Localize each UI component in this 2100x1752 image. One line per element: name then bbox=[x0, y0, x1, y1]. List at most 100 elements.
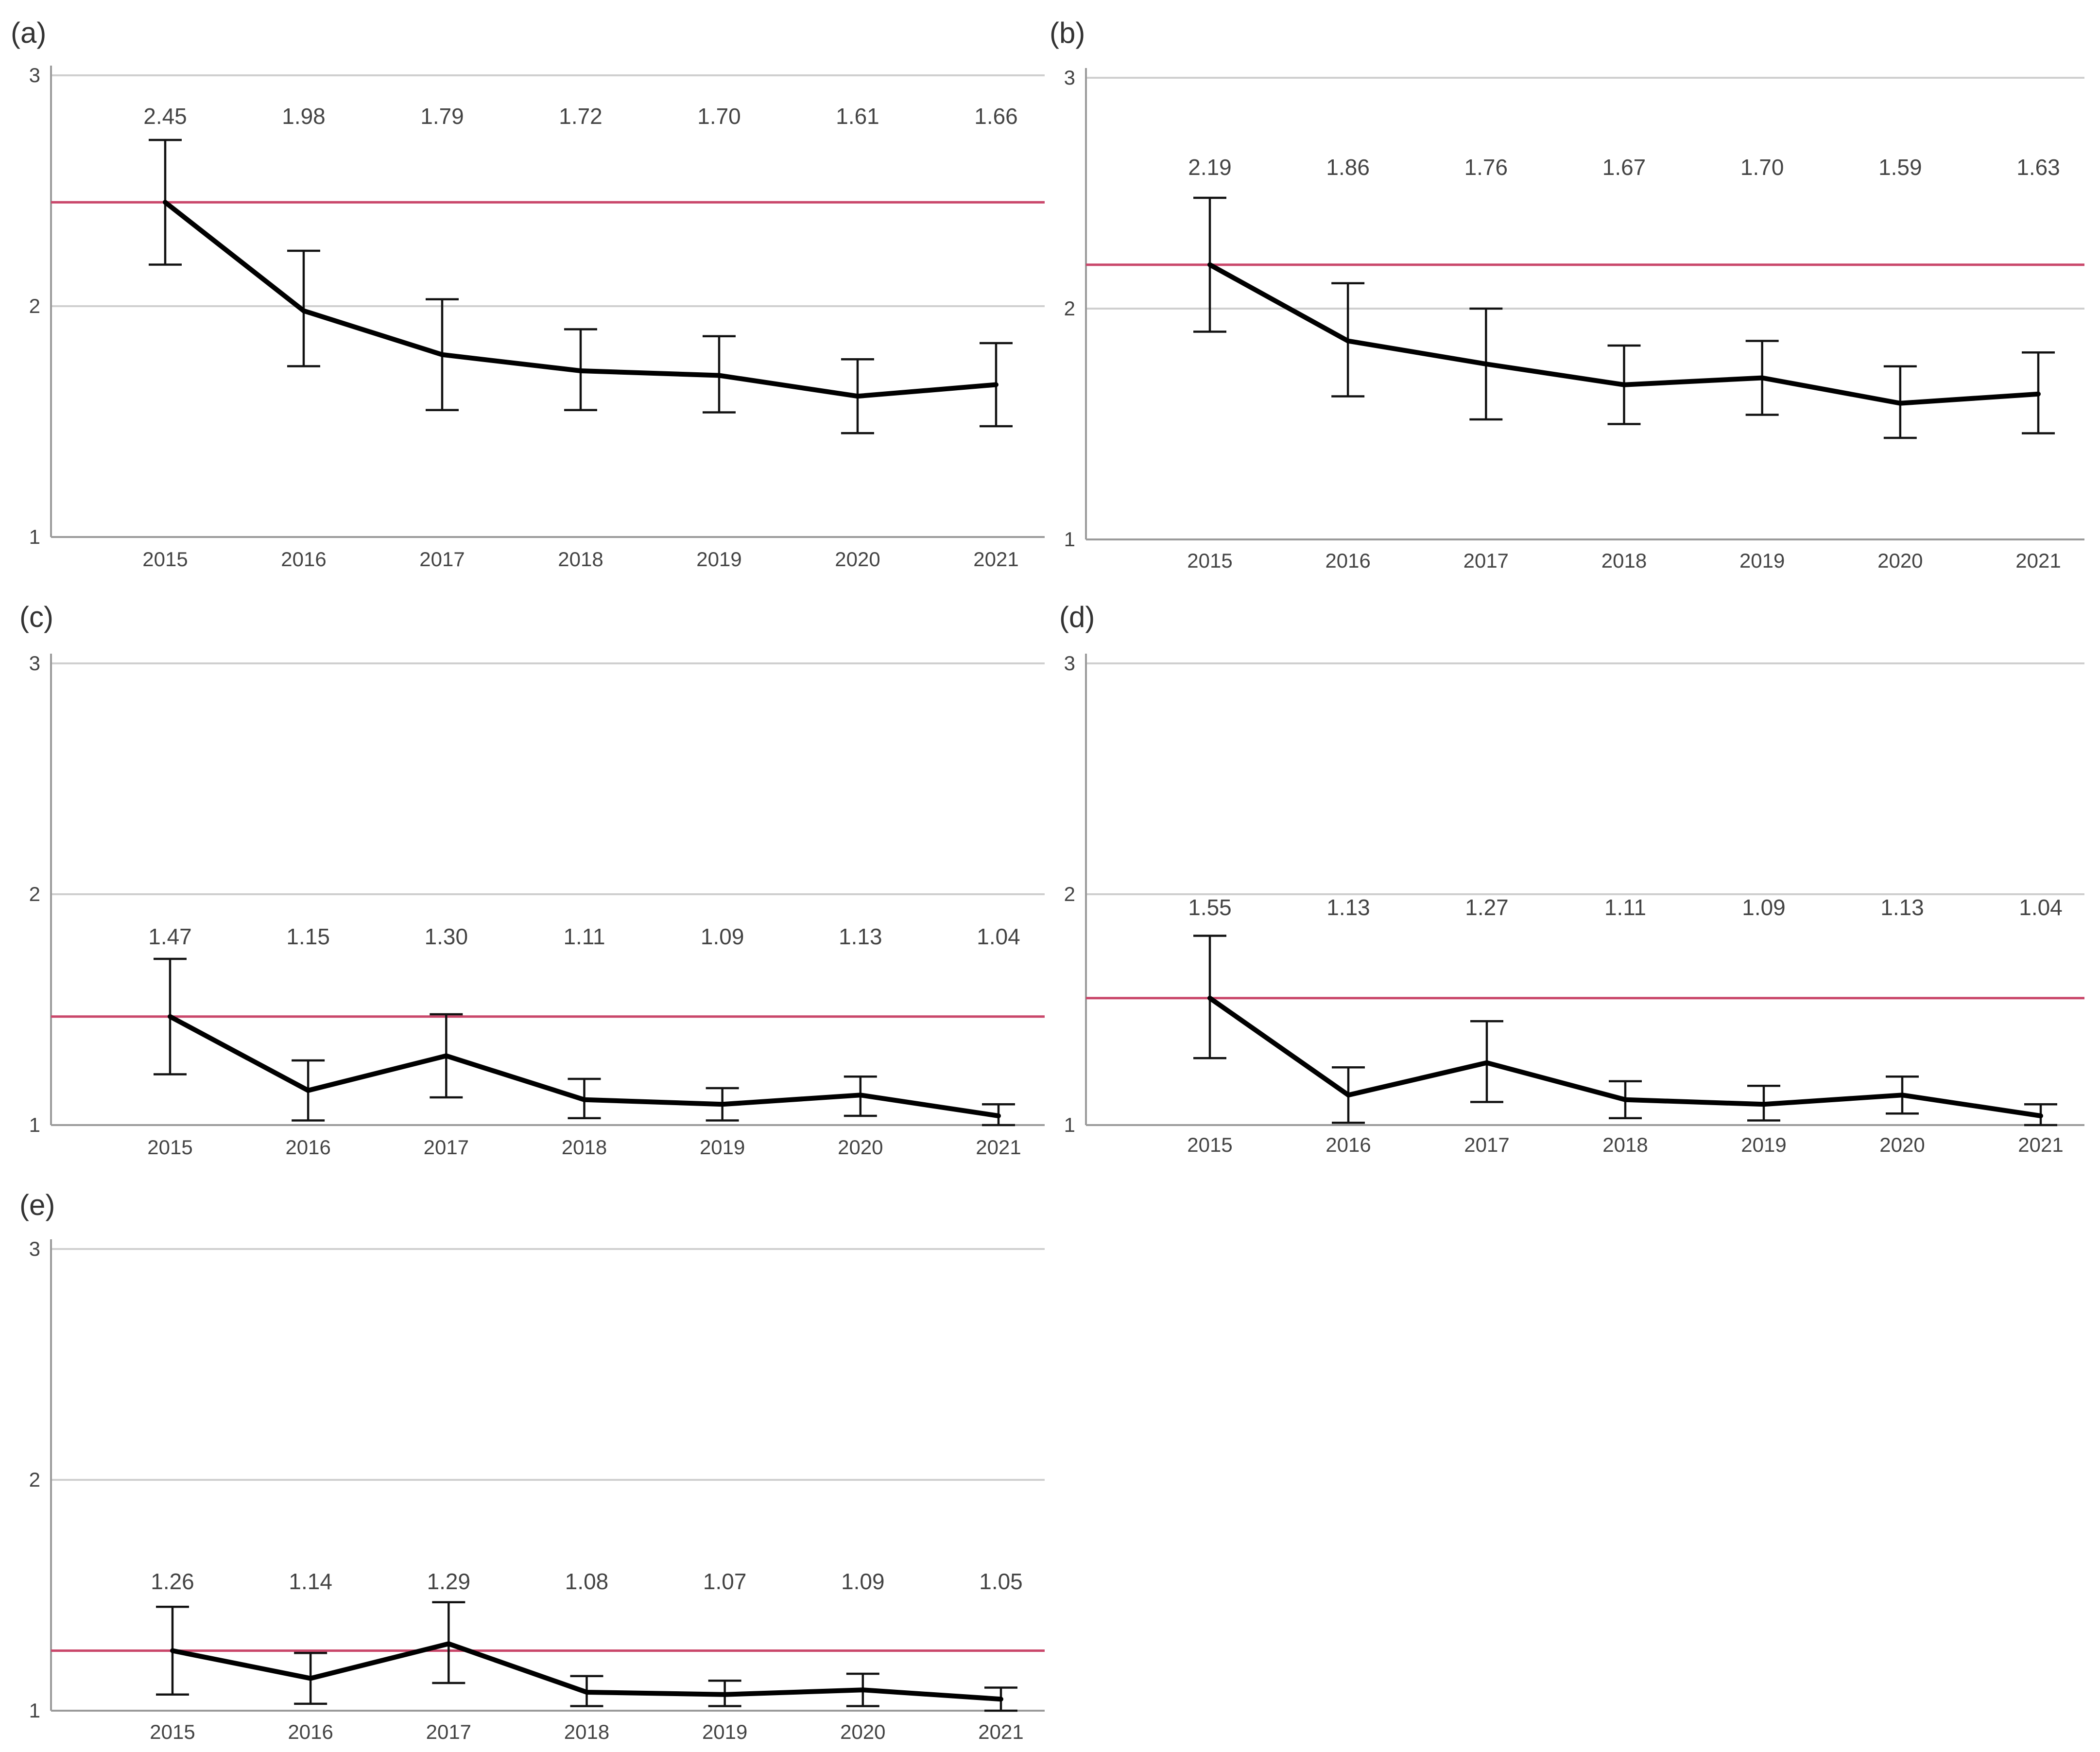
y-tick-label: 2 bbox=[1064, 883, 1075, 905]
x-tick-label: 2018 bbox=[1602, 1133, 1648, 1156]
data-label: 1.63 bbox=[2016, 155, 2060, 180]
data-point bbox=[1623, 1097, 1628, 1102]
x-tick-label: 2015 bbox=[1187, 549, 1232, 572]
data-point bbox=[1900, 1093, 1905, 1098]
y-tick-label: 2 bbox=[29, 295, 40, 317]
data-point bbox=[855, 394, 860, 399]
data-label: 1.09 bbox=[701, 924, 744, 949]
data-label: 1.86 bbox=[1326, 155, 1370, 180]
data-label: 1.70 bbox=[697, 104, 741, 129]
data-point bbox=[444, 1053, 449, 1058]
data-label: 1.08 bbox=[565, 1569, 609, 1594]
data-label: 1.11 bbox=[563, 924, 605, 949]
data-label: 1.14 bbox=[289, 1569, 332, 1594]
x-tick-label: 2015 bbox=[147, 1136, 192, 1159]
x-tick-label: 2019 bbox=[1741, 1133, 1786, 1156]
panel-b: (b) 1 2 3 2.19 1.86 1.76 1.67 1.70 1.59 1.63 2015 20… bbox=[1050, 17, 2084, 572]
data-point bbox=[860, 1687, 865, 1693]
x-tick-label: 2020 bbox=[840, 1720, 885, 1743]
y-tick-label: 2 bbox=[1064, 297, 1075, 320]
data-point bbox=[582, 1097, 587, 1102]
y-tick-label: 3 bbox=[29, 1237, 40, 1260]
data-label: 1.07 bbox=[703, 1569, 747, 1594]
data-point bbox=[722, 1692, 727, 1697]
y-tick-label: 2 bbox=[29, 883, 40, 905]
data-label: 1.13 bbox=[1880, 895, 1924, 920]
data-point bbox=[168, 1014, 172, 1019]
x-tick-label: 2018 bbox=[564, 1720, 609, 1743]
data-label: 1.04 bbox=[977, 924, 1020, 949]
y-tick-label: 3 bbox=[1064, 652, 1075, 675]
data-point bbox=[858, 1093, 863, 1098]
x-tick-label: 2016 bbox=[1325, 1133, 1371, 1156]
x-tick-label: 2017 bbox=[424, 1136, 469, 1159]
data-point bbox=[584, 1690, 589, 1695]
x-tick-label: 2015 bbox=[142, 548, 188, 571]
data-point bbox=[1761, 1102, 1766, 1107]
data-label: 1.61 bbox=[836, 104, 879, 129]
x-tick-label: 2018 bbox=[1601, 549, 1647, 572]
data-point bbox=[306, 1088, 311, 1093]
data-label: 1.13 bbox=[1326, 895, 1370, 920]
x-tick-label: 2021 bbox=[2018, 1133, 2063, 1156]
data-point bbox=[440, 352, 445, 357]
data-label: 1.15 bbox=[286, 924, 330, 949]
panel-label: (b) bbox=[1050, 17, 1085, 49]
x-tick-label: 2020 bbox=[1877, 549, 1923, 572]
data-label: 1.11 bbox=[1604, 895, 1646, 920]
y-tick-label: 2 bbox=[29, 1468, 40, 1491]
data-point bbox=[2038, 1113, 2043, 1118]
y-tick-label: 3 bbox=[29, 64, 40, 87]
panel-d: (d) 1 2 3 1.55 1.13 1.27 1.11 1.09 1.13 1.04 2015 20… bbox=[1059, 601, 2084, 1156]
data-label: 1.13 bbox=[839, 924, 882, 949]
data-point bbox=[996, 1113, 1001, 1118]
data-label: 2.19 bbox=[1188, 155, 1232, 180]
x-tick-label: 2021 bbox=[2015, 549, 2061, 572]
x-tick-label: 2015 bbox=[150, 1720, 195, 1743]
y-tick-label: 1 bbox=[29, 1113, 40, 1136]
x-tick-label: 2020 bbox=[835, 548, 880, 571]
data-label: 1.30 bbox=[425, 924, 468, 949]
data-label: 1.66 bbox=[974, 104, 1018, 129]
data-label: 1.05 bbox=[979, 1569, 1023, 1594]
data-label: 1.09 bbox=[841, 1569, 885, 1594]
y-tick-label: 1 bbox=[29, 525, 40, 548]
x-tick-label: 2018 bbox=[558, 548, 603, 571]
data-point bbox=[1759, 375, 1765, 381]
panel-label: (d) bbox=[1059, 601, 1095, 633]
x-tick-label: 2016 bbox=[288, 1720, 333, 1743]
y-tick-label: 3 bbox=[1064, 66, 1075, 89]
data-point bbox=[717, 373, 722, 378]
data-point bbox=[1621, 382, 1627, 387]
y-tick-label: 3 bbox=[29, 652, 40, 675]
x-tick-label: 2016 bbox=[281, 548, 326, 571]
x-tick-label: 2015 bbox=[1187, 1133, 1232, 1156]
data-point bbox=[998, 1697, 1003, 1702]
x-tick-label: 2019 bbox=[702, 1720, 747, 1743]
x-tick-label: 2016 bbox=[1325, 549, 1370, 572]
data-label: 1.72 bbox=[559, 104, 602, 129]
y-tick-label: 1 bbox=[1064, 528, 1075, 551]
data-label: 1.67 bbox=[1602, 155, 1646, 180]
data-point bbox=[2036, 391, 2041, 397]
panel-a: (a) 1 2 3 2.45 1.98 1.79 1.72 1.70 1.61 1.66 2015 20… bbox=[11, 17, 1045, 571]
data-label: 1.98 bbox=[282, 104, 326, 129]
panel-label: (a) bbox=[11, 17, 46, 49]
data-point bbox=[1484, 1060, 1489, 1065]
y-tick-label: 1 bbox=[1064, 1113, 1075, 1136]
x-tick-label: 2021 bbox=[976, 1136, 1021, 1159]
panel-label: (c) bbox=[19, 601, 53, 633]
panel-label: (e) bbox=[19, 1189, 55, 1221]
data-label: 1.76 bbox=[1464, 155, 1508, 180]
x-tick-label: 2020 bbox=[838, 1136, 883, 1159]
x-tick-label: 2016 bbox=[285, 1136, 330, 1159]
data-point bbox=[1207, 995, 1212, 1001]
panel-c: (c) 1 2 3 1.47 1.15 1.30 1.11 1.09 1.13 1.04 2015 20… bbox=[19, 601, 1045, 1159]
x-tick-label: 2020 bbox=[1879, 1133, 1925, 1156]
data-point bbox=[1207, 262, 1212, 267]
data-label: 1.27 bbox=[1465, 895, 1509, 920]
x-tick-label: 2021 bbox=[973, 548, 1018, 571]
x-tick-label: 2018 bbox=[562, 1136, 607, 1159]
data-label: 1.79 bbox=[420, 104, 464, 129]
